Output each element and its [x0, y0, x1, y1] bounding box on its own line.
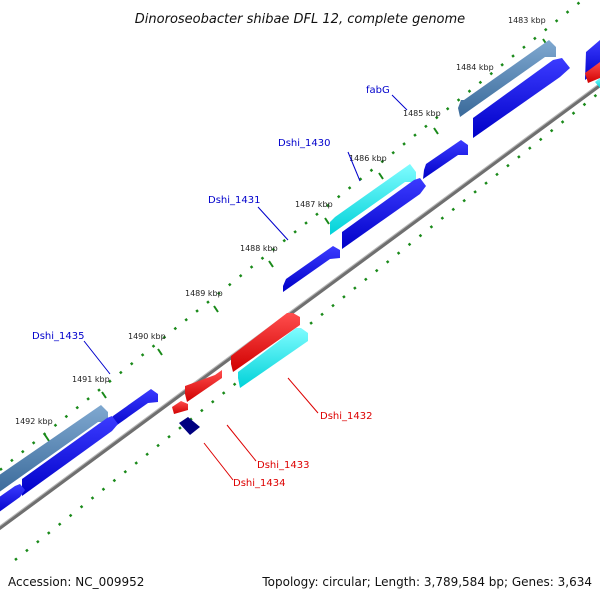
feature-steel-left[interactable]: [0, 405, 108, 495]
tick-label-1483: 1483 kbp: [508, 16, 546, 25]
feature-cyan-1430[interactable]: [330, 164, 416, 235]
map-title: Dinoroseobacter shibae DFL 12, complete …: [135, 12, 465, 27]
kbp-labels: 1483 kbp 1484 kbp 1485 kbp 1486 kbp 1487…: [15, 16, 546, 426]
feature-navy-1434[interactable]: [179, 417, 200, 435]
tick-label-1488: 1488 kbp: [240, 244, 278, 253]
tick-label-1489: 1489 kbp: [185, 289, 223, 298]
major-tick: [44, 434, 50, 442]
gene-label-dshi-1435[interactable]: Dshi_1435: [32, 331, 84, 342]
feature-blue-1435[interactable]: [110, 389, 158, 430]
major-ticks: [44, 38, 548, 442]
tick-label-1487: 1487 kbp: [295, 200, 333, 209]
tick-label-1490: 1490 kbp: [128, 332, 166, 341]
feature-blue-1431[interactable]: [283, 246, 340, 292]
major-tick: [101, 391, 107, 399]
gene-label-fabG[interactable]: fabG: [366, 85, 390, 96]
major-tick: [324, 217, 330, 225]
major-tick: [157, 348, 163, 356]
gene-label-dshi-1433[interactable]: Dshi_1433: [257, 460, 309, 471]
feature-red-1432[interactable]: [231, 313, 300, 372]
feature-cyan-right-edge[interactable]: [595, 78, 600, 88]
accession-label: Accession: NC_009952: [8, 575, 144, 589]
label-leaders: [83, 94, 408, 481]
forward-features: [0, 40, 600, 515]
feature-red-1433[interactable]: [185, 370, 222, 402]
major-tick: [213, 305, 219, 313]
tick-label-1485: 1485 kbp: [403, 109, 441, 118]
feature-cyan-reverse[interactable]: [238, 328, 308, 388]
gene-label-dshi-1431[interactable]: Dshi_1431: [208, 195, 260, 206]
major-tick: [378, 172, 384, 180]
genome-backbone: [0, 82, 600, 531]
genome-summary: Topology: circular; Length: 3,789,584 bp…: [261, 575, 592, 589]
tick-label-1484: 1484 kbp: [456, 63, 494, 72]
feature-blue-inner-mid[interactable]: [342, 178, 426, 249]
gene-label-dshi-1430[interactable]: Dshi_1430: [278, 138, 330, 149]
tick-label-1486: 1486 kbp: [349, 154, 387, 163]
feature-blue-inner-edge[interactable]: [0, 484, 25, 515]
inner-tick-scale: [14, 91, 600, 561]
major-tick: [268, 260, 274, 268]
feature-red-1434[interactable]: [172, 401, 188, 414]
gene-labels: fabG Dshi_1430 Dshi_1431 Dshi_1435 Dshi_…: [32, 85, 390, 489]
gene-label-dshi-1432[interactable]: Dshi_1432: [320, 411, 372, 422]
gene-label-dshi-1434[interactable]: Dshi_1434: [233, 478, 285, 489]
major-tick: [433, 127, 439, 135]
feature-steel-top[interactable]: [458, 40, 556, 117]
feature-blue-inner-top[interactable]: [473, 58, 570, 138]
tick-label-1492: 1492 kbp: [15, 417, 53, 426]
reverse-features: [172, 62, 600, 435]
feature-blue-inner-left[interactable]: [22, 416, 118, 496]
tick-label-1491: 1491 kbp: [72, 375, 110, 384]
feature-red-right-edge[interactable]: [585, 62, 600, 83]
outer-tick-scale: [0, 1, 581, 471]
feature-blue-fabG[interactable]: [423, 140, 468, 179]
